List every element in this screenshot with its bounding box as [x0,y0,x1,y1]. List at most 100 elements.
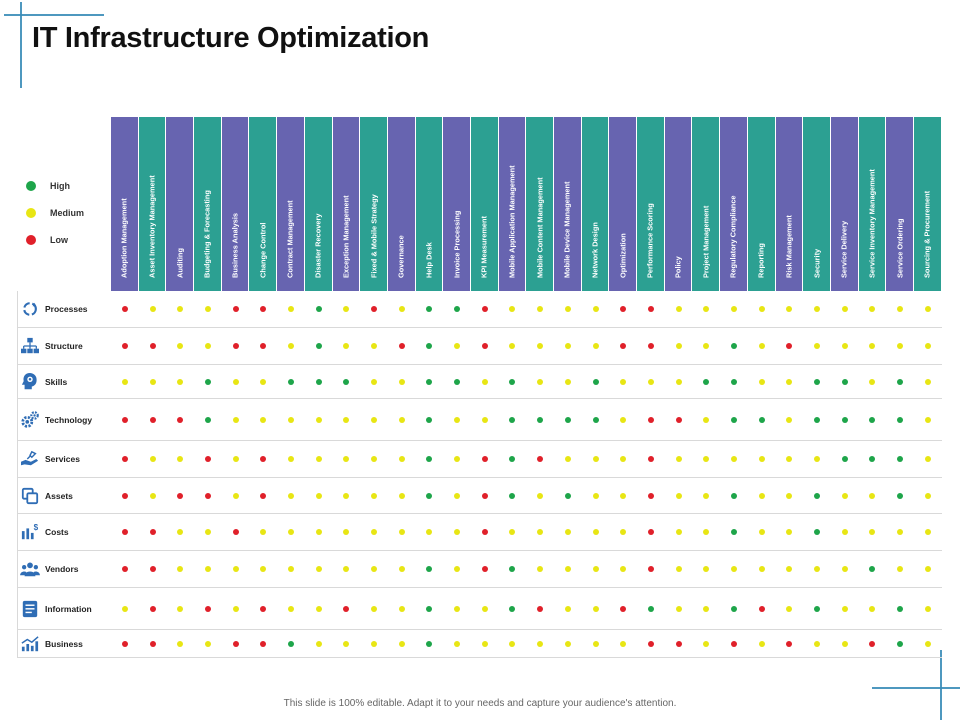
matrix-cell [859,630,887,657]
column-header: Asset Inventory Management [138,117,167,291]
rating-dot-medium [592,306,599,312]
rating-dot-medium [592,492,599,499]
matrix-cell [637,551,665,587]
matrix-cell [443,365,471,398]
rating-dot-medium [537,640,544,647]
matrix-cell [831,514,859,550]
rating-dot-medium [454,566,461,572]
rating-dot-high [204,416,211,423]
matrix-cell [360,399,388,440]
matrix-cell [526,514,554,550]
rating-dot-high [509,456,516,462]
rating-dot-high [869,456,876,462]
matrix-cell [609,478,637,513]
rating-dot-low [647,456,654,462]
matrix-cell [665,630,693,657]
rating-dot-high [564,416,571,423]
row-header: Vendors [17,551,111,587]
rating-dot-low [647,306,654,312]
row-label: Vendors [45,564,79,574]
rating-dot-high [897,378,904,385]
matrix-cell [360,588,388,629]
matrix-cell [499,630,527,657]
matrix-cell [803,399,831,440]
rating-dot-high [204,378,211,385]
row-header: Information [17,588,111,629]
matrix-cell [582,328,610,364]
matrix-cell [194,365,222,398]
rating-dot-low [232,529,239,535]
matrix-cell [305,630,333,657]
matrix-cell [305,365,333,398]
column-header: Service Ordering [886,117,914,291]
column-header-label: KPI Measurement [479,215,489,278]
rating-dot-medium [177,456,184,462]
legend: High Medium Low [26,172,84,253]
matrix-cell [139,514,167,550]
matrix-cell [443,551,471,587]
matrix-cell [582,588,610,629]
row-header: Assets [17,478,111,513]
rating-dot-high [730,378,737,385]
rating-dot-medium [841,343,848,349]
rating-dot-medium [841,529,848,535]
rating-dot-medium [786,456,793,462]
column-header: Governance [387,117,416,291]
matrix-cell [333,478,361,513]
matrix-cell [803,630,831,657]
rating-dot-medium [287,416,294,423]
matrix-cell [803,588,831,629]
rating-dot-high [897,640,904,647]
rating-dot-medium [786,529,793,535]
rating-dot-high [454,306,461,312]
matrix-cell [139,441,167,477]
rating-dot-medium [232,416,239,423]
column-header-row: Adoption Management Asset Inventory Manag… [111,117,942,291]
rating-dot-medium [371,605,378,612]
column-header: Network Design [581,117,610,291]
matrix-cell [665,514,693,550]
matrix-cell [526,478,554,513]
rating-dot-high [814,378,821,385]
table-row: Services [17,441,942,478]
rating-dot-medium [758,529,765,535]
rating-dot-high [537,416,544,423]
rating-dot-medium [758,343,765,349]
matrix-cell [194,441,222,477]
matrix-cell [360,291,388,327]
rating-dot-high [315,343,322,349]
rating-dot-medium [841,566,848,572]
rating-dot-medium [814,343,821,349]
rating-dot-medium [232,566,239,572]
matrix-cell [499,399,527,440]
rating-dot-medium [703,566,710,572]
row-cells [111,630,942,657]
column-header: Change Control [249,117,278,291]
rating-dot-low [398,343,405,349]
matrix-cell [499,291,527,327]
rating-dot-medium [481,605,488,612]
rating-dot-medium [454,456,461,462]
rating-dot-high [647,605,654,612]
rating-dot-medium [924,529,931,535]
row-label: Information [45,603,92,614]
matrix-cell [222,365,250,398]
rating-dot-low [149,605,156,612]
matrix-cell [609,551,637,587]
rating-dot-medium [287,306,294,312]
matrix-cell [388,630,416,657]
matrix-cell [443,441,471,477]
column-header: Invoice Processing [443,117,471,291]
matrix-cell [222,514,250,550]
rating-dot-high [730,605,737,612]
rating-dot-high [426,640,433,647]
rating-dot-medium [841,306,848,312]
matrix-cell [471,328,499,364]
matrix-cell [499,588,527,629]
table-row: Vendors [17,551,942,588]
matrix-cell [665,478,693,513]
row-header: Business [17,630,111,657]
column-header-label: Contract Management [285,200,295,278]
matrix-cell [859,291,887,327]
matrix-cell [388,328,416,364]
